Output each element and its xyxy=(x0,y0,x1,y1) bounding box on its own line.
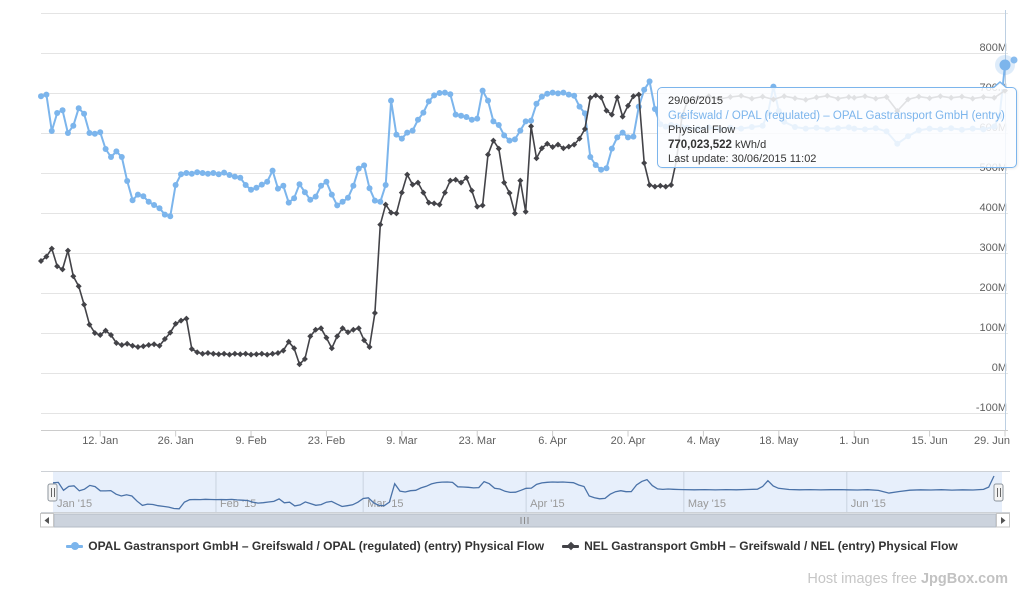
legend-item-opal[interactable]: OPAL Gastransport GmbH – Greifswald / OP… xyxy=(66,539,544,553)
x-axis-label: 23. Mar xyxy=(459,435,497,447)
highlighted-point[interactable] xyxy=(995,54,1018,75)
x-axis-label: 1. Jun xyxy=(839,435,869,447)
tooltip-value: 770,023,522 xyxy=(668,138,732,151)
navigator-handle-left[interactable] xyxy=(47,483,58,502)
legend-label-nel: NEL Gastransport GmbH – Greifswald / NEL… xyxy=(584,539,958,553)
x-axis-label: 9. Mar xyxy=(386,435,418,447)
navigator[interactable]: Jan '15 Feb '15 Mar '15 Apr '15 May '15 Jun '… xyxy=(41,471,1010,513)
arrow-left-icon xyxy=(44,517,49,524)
y-axis-label: 0M xyxy=(992,362,1007,374)
arrow-right-icon xyxy=(1001,517,1006,524)
navigator-month-label: Apr '15 xyxy=(530,498,565,510)
navigator-series-line xyxy=(52,475,995,510)
y-axis-label: 800M xyxy=(979,42,1007,54)
y-axis-label: 100M xyxy=(979,322,1007,334)
scrollbar[interactable] xyxy=(40,513,1010,528)
opal-series-symbol-icon xyxy=(66,542,84,550)
legend: OPAL Gastransport GmbH – Greifswald / OP… xyxy=(0,539,1024,553)
x-axis-label: 15. Jun xyxy=(912,435,948,447)
x-axis-label: 18. May xyxy=(759,435,799,447)
x-axis-label: 23. Feb xyxy=(308,435,345,447)
tooltip-callout-icon-fill xyxy=(993,83,1007,89)
gridlines: -100M0M100M200M300M400M500M600M700M800M xyxy=(41,13,1008,414)
watermark: Host images free JpgBox.com xyxy=(807,571,1008,587)
navigator-month-label: Jan '15 xyxy=(57,498,92,510)
y-axis-label: 400M xyxy=(979,202,1007,214)
y-axis-label: -100M xyxy=(976,402,1007,414)
nel-series-symbol-icon xyxy=(562,541,580,551)
y-axis-label: 200M xyxy=(979,282,1007,294)
x-axis-label: 29. Jun xyxy=(974,435,1010,447)
tooltip-value-row: 770,023,522 kWh/d xyxy=(668,138,1006,153)
x-axis-label: 6. Apr xyxy=(538,435,567,447)
navigator-month-label: May '15 xyxy=(688,498,726,510)
legend-label-opal: OPAL Gastransport GmbH – Greifswald / OP… xyxy=(88,539,545,553)
tooltip-date: 29/06/2015 xyxy=(668,95,724,107)
x-axis-label: 12. Jan xyxy=(82,435,118,447)
tooltip-flow-label: Physical Flow xyxy=(668,124,736,136)
tooltip-series-name: Greifswald / OPAL (regulated) – OPAL Gas… xyxy=(668,109,1005,122)
x-axis-label: 9. Feb xyxy=(235,435,266,447)
y-axis-label: 300M xyxy=(979,242,1007,254)
legend-item-nel[interactable]: NEL Gastransport GmbH – Greifswald / NEL… xyxy=(562,539,958,553)
scrollbar-left-button[interactable] xyxy=(40,513,54,528)
navigator-month-label: Jun '15 xyxy=(851,498,886,510)
tooltip: 29/06/2015 Greifswald / OPAL (regulated)… xyxy=(657,81,1017,168)
navigator-month-label: Mar '15 xyxy=(367,498,403,510)
scrollbar-right-button[interactable] xyxy=(996,513,1010,528)
x-axis-label: 4. May xyxy=(687,435,721,447)
watermark-text: Host images free xyxy=(807,571,921,587)
navigator-handle-right[interactable] xyxy=(993,483,1004,502)
x-axis: 12. Jan 26. Jan 9. Feb 23. Feb 9. Mar 23. Mar… xyxy=(41,430,1010,447)
tooltip-last-update: Last update: 30/06/2015 11:02 xyxy=(668,153,817,165)
tooltip-unit: kWh/d xyxy=(731,138,767,151)
watermark-brand: JpgBox.com xyxy=(920,571,1008,587)
x-axis-label: 26. Jan xyxy=(158,435,194,447)
x-axis-label: 20. Apr xyxy=(611,435,646,447)
